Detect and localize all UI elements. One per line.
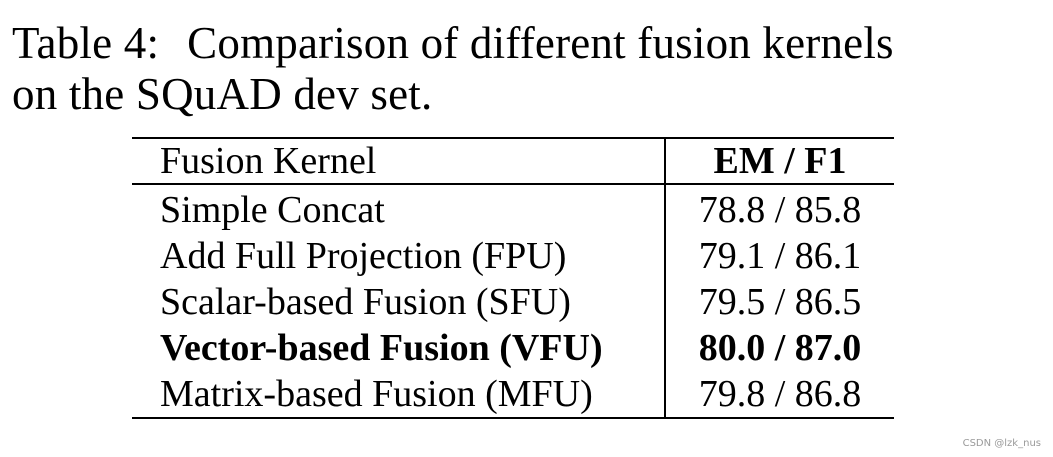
table-caption: Table 4: Comparison of different fusion k… [12, 18, 1042, 120]
table-row: Matrix-based Fusion (MFU) 79.8 / 86.8 [132, 371, 894, 418]
table-body: Simple Concat 78.8 / 85.8 Add Full Proje… [132, 184, 894, 418]
table-row: Add Full Projection (FPU) 79.1 / 86.1 [132, 233, 894, 279]
score-cell: 79.8 / 86.8 [698, 373, 862, 415]
header-row: Fusion Kernel EM / F1 [132, 138, 894, 184]
fusion-kernel-table: Fusion Kernel EM / F1 Simple Concat 78.8… [132, 137, 894, 419]
caption-line-2: on the SQuAD dev set. [12, 69, 433, 119]
header-em-f1: EM / F1 [713, 140, 847, 182]
table-row-best: Vector-based Fusion (VFU) 80.0 / 87.0 [132, 325, 894, 371]
table-row: Simple Concat 78.8 / 85.8 [132, 184, 894, 233]
caption-text-1: Comparison of different fusion kernels [187, 18, 894, 68]
table-row: Scalar-based Fusion (SFU) 79.5 / 86.5 [132, 279, 894, 325]
table-header: Fusion Kernel EM / F1 [132, 138, 894, 184]
header-fusion-kernel: Fusion Kernel [132, 138, 666, 184]
kernel-cell: Matrix-based Fusion (MFU) [132, 371, 666, 418]
kernel-cell: Scalar-based Fusion (SFU) [132, 279, 666, 325]
caption-line-1: Table 4: Comparison of different fusion k… [12, 18, 1042, 69]
score-cell: 79.5 / 86.5 [698, 281, 862, 323]
score-cell: 80.0 / 87.0 [698, 327, 862, 369]
caption-label: Table 4: [12, 18, 160, 68]
score-cell: 79.1 / 86.1 [698, 235, 862, 277]
kernel-cell: Vector-based Fusion (VFU) [132, 325, 666, 371]
kernel-cell: Add Full Projection (FPU) [132, 233, 666, 279]
watermark: CSDN @lzk_nus [962, 438, 1041, 449]
kernel-cell: Simple Concat [132, 184, 666, 233]
score-cell: 78.8 / 85.8 [698, 189, 862, 231]
